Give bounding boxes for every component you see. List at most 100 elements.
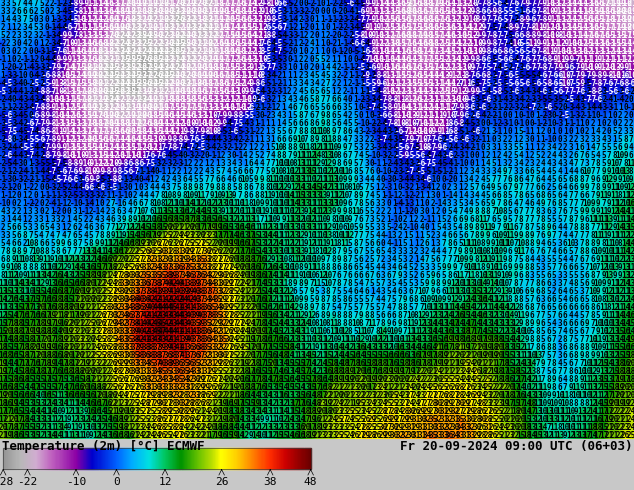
Text: -2: -2 xyxy=(560,96,570,104)
Text: 27: 27 xyxy=(103,319,112,328)
Text: -24: -24 xyxy=(112,72,126,80)
Text: 27: 27 xyxy=(356,431,366,440)
Text: 27: 27 xyxy=(340,415,349,424)
Text: -23: -23 xyxy=(145,7,158,17)
Text: 8: 8 xyxy=(447,271,451,280)
Text: 15: 15 xyxy=(136,231,145,240)
Text: 24: 24 xyxy=(626,415,634,424)
Text: -6: -6 xyxy=(64,175,74,184)
Text: -3: -3 xyxy=(268,55,278,64)
Text: 8: 8 xyxy=(618,239,623,248)
Text: 15: 15 xyxy=(262,383,272,392)
Text: 7: 7 xyxy=(420,303,424,312)
Text: -13: -13 xyxy=(244,55,258,64)
Text: -10: -10 xyxy=(139,143,153,152)
Text: 28: 28 xyxy=(103,303,112,312)
Text: -1: -1 xyxy=(114,191,123,200)
Text: 17: 17 xyxy=(70,311,79,320)
Text: 8: 8 xyxy=(298,111,303,121)
Text: 5: 5 xyxy=(496,215,501,224)
Text: 1: 1 xyxy=(1,191,5,200)
Text: -3: -3 xyxy=(384,183,393,192)
Text: -7: -7 xyxy=(500,40,509,49)
Text: -11: -11 xyxy=(249,24,263,32)
Text: 5: 5 xyxy=(314,287,320,296)
Text: 13: 13 xyxy=(605,335,614,344)
Text: 10: 10 xyxy=(48,263,57,272)
Text: -11: -11 xyxy=(553,24,567,32)
Text: -12: -12 xyxy=(404,72,418,80)
Text: 0: 0 xyxy=(39,199,44,208)
Text: 25: 25 xyxy=(495,407,503,416)
Text: 13: 13 xyxy=(610,319,619,328)
Text: 7: 7 xyxy=(547,359,551,368)
Text: 20: 20 xyxy=(108,255,118,264)
Text: -11: -11 xyxy=(602,55,616,64)
Text: 11: 11 xyxy=(351,207,360,216)
Text: 23: 23 xyxy=(323,423,333,432)
Text: -23: -23 xyxy=(161,55,175,64)
Text: 3: 3 xyxy=(50,215,55,224)
Text: 37: 37 xyxy=(131,311,139,320)
Text: 7: 7 xyxy=(463,271,468,280)
Text: 21: 21 xyxy=(108,407,118,416)
Text: -6: -6 xyxy=(252,87,261,97)
Text: -6: -6 xyxy=(423,175,432,184)
Text: 10: 10 xyxy=(323,279,333,288)
Text: 9: 9 xyxy=(67,263,71,272)
Text: 7: 7 xyxy=(359,247,363,256)
Text: 30: 30 xyxy=(147,247,156,256)
Text: -1: -1 xyxy=(246,127,256,136)
Text: -4: -4 xyxy=(31,127,41,136)
Text: 19: 19 xyxy=(334,375,344,384)
Text: -12: -12 xyxy=(238,48,252,56)
Text: 14: 14 xyxy=(307,367,316,376)
Text: 1: 1 xyxy=(320,40,325,49)
Text: 7: 7 xyxy=(535,215,540,224)
Text: 1: 1 xyxy=(436,215,441,224)
Text: 30: 30 xyxy=(219,279,228,288)
Text: -2: -2 xyxy=(274,72,283,80)
Text: 3: 3 xyxy=(563,271,567,280)
Text: -2: -2 xyxy=(362,127,372,136)
Text: 2: 2 xyxy=(618,111,623,121)
Text: -7: -7 xyxy=(131,167,139,176)
Text: 18: 18 xyxy=(59,311,68,320)
Text: 11: 11 xyxy=(318,143,327,152)
Text: -1: -1 xyxy=(70,199,79,208)
Text: -15: -15 xyxy=(415,72,429,80)
Text: 5: 5 xyxy=(375,303,380,312)
Text: -4: -4 xyxy=(395,199,404,208)
Text: -10: -10 xyxy=(541,31,555,41)
Text: -3: -3 xyxy=(489,79,498,88)
Text: -5: -5 xyxy=(53,167,63,176)
Text: -12: -12 xyxy=(420,103,434,112)
Text: 2: 2 xyxy=(326,31,330,41)
Text: 7: 7 xyxy=(491,207,496,216)
Text: -15: -15 xyxy=(189,96,203,104)
Text: -5: -5 xyxy=(274,55,283,64)
Text: -9: -9 xyxy=(180,135,190,145)
Text: 20: 20 xyxy=(495,351,503,360)
Text: -16: -16 xyxy=(211,40,224,49)
Text: 3: 3 xyxy=(1,0,5,8)
Text: 4: 4 xyxy=(563,255,567,264)
Text: 20: 20 xyxy=(81,311,90,320)
Text: 0: 0 xyxy=(508,111,512,121)
Text: 22: 22 xyxy=(197,423,206,432)
Text: -18: -18 xyxy=(200,79,214,88)
Text: 24: 24 xyxy=(141,423,151,432)
Text: 25: 25 xyxy=(334,431,344,440)
Text: -8: -8 xyxy=(131,159,139,168)
Text: 7: 7 xyxy=(425,287,430,296)
Text: -1: -1 xyxy=(566,111,575,121)
Text: 6: 6 xyxy=(370,239,375,248)
Text: 44: 44 xyxy=(174,319,184,328)
Text: 48: 48 xyxy=(304,477,318,488)
Text: 20: 20 xyxy=(351,375,360,384)
Text: 1: 1 xyxy=(298,48,303,56)
Text: 14: 14 xyxy=(246,391,256,400)
Text: -22: -22 xyxy=(178,0,191,8)
Text: 17: 17 xyxy=(31,383,41,392)
Text: 28: 28 xyxy=(191,399,200,408)
